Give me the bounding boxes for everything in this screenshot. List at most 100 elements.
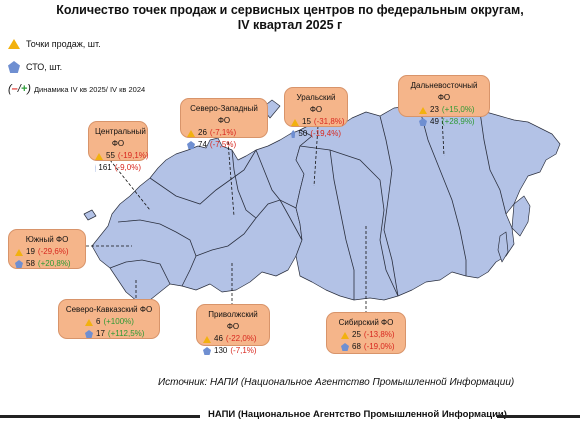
sto-row: 130 (-7,1%) (203, 345, 263, 357)
points-row: 15 (-31,8%) (291, 116, 345, 128)
pentagon-icon (291, 130, 296, 138)
points-value: 15 (302, 117, 311, 126)
footer-text: НАПИ (Национальное Агентство Промышленно… (208, 409, 507, 420)
pentagon-icon (203, 347, 211, 355)
label-volga: Приволжский ФО 46 (-22,0%) 130 (-7,1%) (196, 304, 270, 355)
sto-row: 74 (-7,5%) (187, 139, 261, 151)
sto-change: (-7,5%) (209, 140, 237, 149)
pentagon-icon (85, 330, 93, 338)
triangle-icon (203, 335, 211, 343)
sto-value: 49 (430, 117, 439, 126)
sakhalin-shape (497, 231, 509, 263)
label-northwest: Северо-Западный ФО 26 (-7,1%) 74 (-7,5%) (180, 98, 268, 149)
dyn-minus: – (11, 83, 18, 95)
legend-sto-label: СТО, шт. (26, 62, 63, 72)
district-name: Центральный ФО (95, 127, 146, 148)
points-change: (-7,1%) (209, 128, 237, 137)
border-inner-4 (231, 149, 257, 219)
sto-value: 130 (214, 346, 228, 355)
sto-row: 50 (-19,4%) (291, 128, 341, 140)
sto-value: 161 (98, 163, 112, 172)
legend-dynamics-label: Динамика IV кв 2025/ IV кв 2024 (33, 84, 146, 94)
sto-value: 74 (198, 140, 207, 149)
dyn-open: ( (8, 83, 12, 95)
pentagon-icon (341, 343, 349, 351)
source-note: Источник: НАПИ (Национальное Агентство П… (158, 377, 515, 388)
points-change: (+15,0%) (441, 105, 475, 114)
district-name: Приволжский ФО (208, 310, 258, 331)
sto-value: 68 (352, 342, 361, 351)
points-value: 19 (26, 247, 35, 256)
triangle-icon (291, 118, 299, 126)
footer-line-right (497, 415, 580, 418)
sto-row: 68 (-19,0%) (333, 341, 399, 353)
district-name: Южный ФО (25, 235, 69, 244)
points-row: 55 (-19,1%) (95, 150, 149, 162)
footer: НАПИ (Национальное Агентство Промышленно… (0, 409, 580, 423)
points-row: 25 (-13,8%) (333, 329, 399, 341)
label-south: Южный ФО 19 (-29,6%) 58 (+20,8%) (8, 229, 86, 269)
legend-points: Точки продаж, шт. (8, 39, 101, 49)
points-value: 46 (214, 334, 223, 343)
connector-central (109, 159, 151, 211)
sto-value: 17 (96, 329, 105, 338)
border-volga (195, 199, 297, 257)
sto-change: (+28,9%) (441, 117, 475, 126)
sto-row: 49 (+28,9%) (405, 116, 483, 128)
label-siberia: Сибирский ФО 25 (-13,8%) 68 (-19,0%) (326, 312, 406, 354)
border-fareast (379, 115, 399, 297)
points-value: 23 (430, 105, 439, 114)
dynamics-symbol: (–/+) (8, 83, 31, 95)
chart-title: Количество точек продаж и сервисных цент… (0, 3, 580, 33)
sto-value: 58 (26, 259, 35, 268)
points-row: 46 (-22,0%) (203, 333, 263, 345)
sto-change: (-19,4%) (310, 129, 341, 138)
sto-value: 50 (298, 129, 308, 138)
sto-change: (+20,8%) (37, 259, 71, 268)
points-value: 6 (96, 317, 101, 326)
border-inner-1 (329, 149, 355, 300)
sto-row: 17 (+112,5%) (65, 328, 153, 340)
points-change: (-19,1%) (117, 151, 149, 160)
pentagon-icon (15, 260, 23, 268)
district-name: Сибирский ФО (338, 318, 394, 327)
label-ural: Уральский ФО 15 (-31,8%) 50 (-19,4%) (284, 87, 348, 138)
border-inner-3 (479, 111, 507, 215)
legend-points-label: Точки продаж, шт. (26, 39, 101, 49)
district-name: Уральский ФО (296, 93, 336, 114)
connector-northwest (227, 141, 235, 217)
sto-row: 58 (+20,8%) (15, 258, 79, 270)
dyn-close: ) (27, 83, 31, 95)
sto-change: (-9,0%) (114, 163, 141, 172)
points-row: 19 (-29,6%) (15, 246, 79, 258)
border-nw (149, 149, 257, 205)
kamchatka-shape (511, 195, 531, 237)
kaliningrad-shape (83, 209, 97, 221)
dyn-sep: / (17, 83, 21, 95)
sto-change: (+112,5%) (107, 329, 145, 338)
connector-lines (86, 115, 445, 314)
sto-change: (-19,0%) (363, 342, 395, 351)
triangle-icon (341, 331, 349, 339)
district-borders (109, 109, 507, 300)
points-change: (-29,6%) (37, 247, 69, 256)
map-land (83, 99, 561, 303)
triangle-icon (15, 248, 23, 256)
dyn-plus: + (20, 83, 28, 95)
label-fareast: Дальневосточный ФО 23 (+15,0%) 49 (+28,9%) (398, 75, 490, 126)
border-inner-2 (419, 109, 467, 276)
points-row: 26 (-7,1%) (187, 127, 261, 139)
footer-line-left (0, 415, 200, 418)
border-siberia (299, 145, 399, 297)
border-south (109, 259, 171, 285)
legend-dynamics: (–/+) Динамика IV кв 2025/ IV кв 2024 (8, 83, 145, 95)
points-value: 26 (198, 128, 207, 137)
points-row: 6 (+100%) (65, 316, 153, 328)
connector-ural (313, 125, 319, 187)
label-central: Центральный ФО 55 (-19,1%) 161 (-9,0%) (88, 121, 149, 172)
border-central (117, 219, 197, 287)
sto-change: (-7,1%) (230, 346, 257, 355)
points-change: (-31,8%) (313, 117, 345, 126)
triangle-icon (419, 106, 427, 114)
triangle-icon (95, 152, 103, 160)
